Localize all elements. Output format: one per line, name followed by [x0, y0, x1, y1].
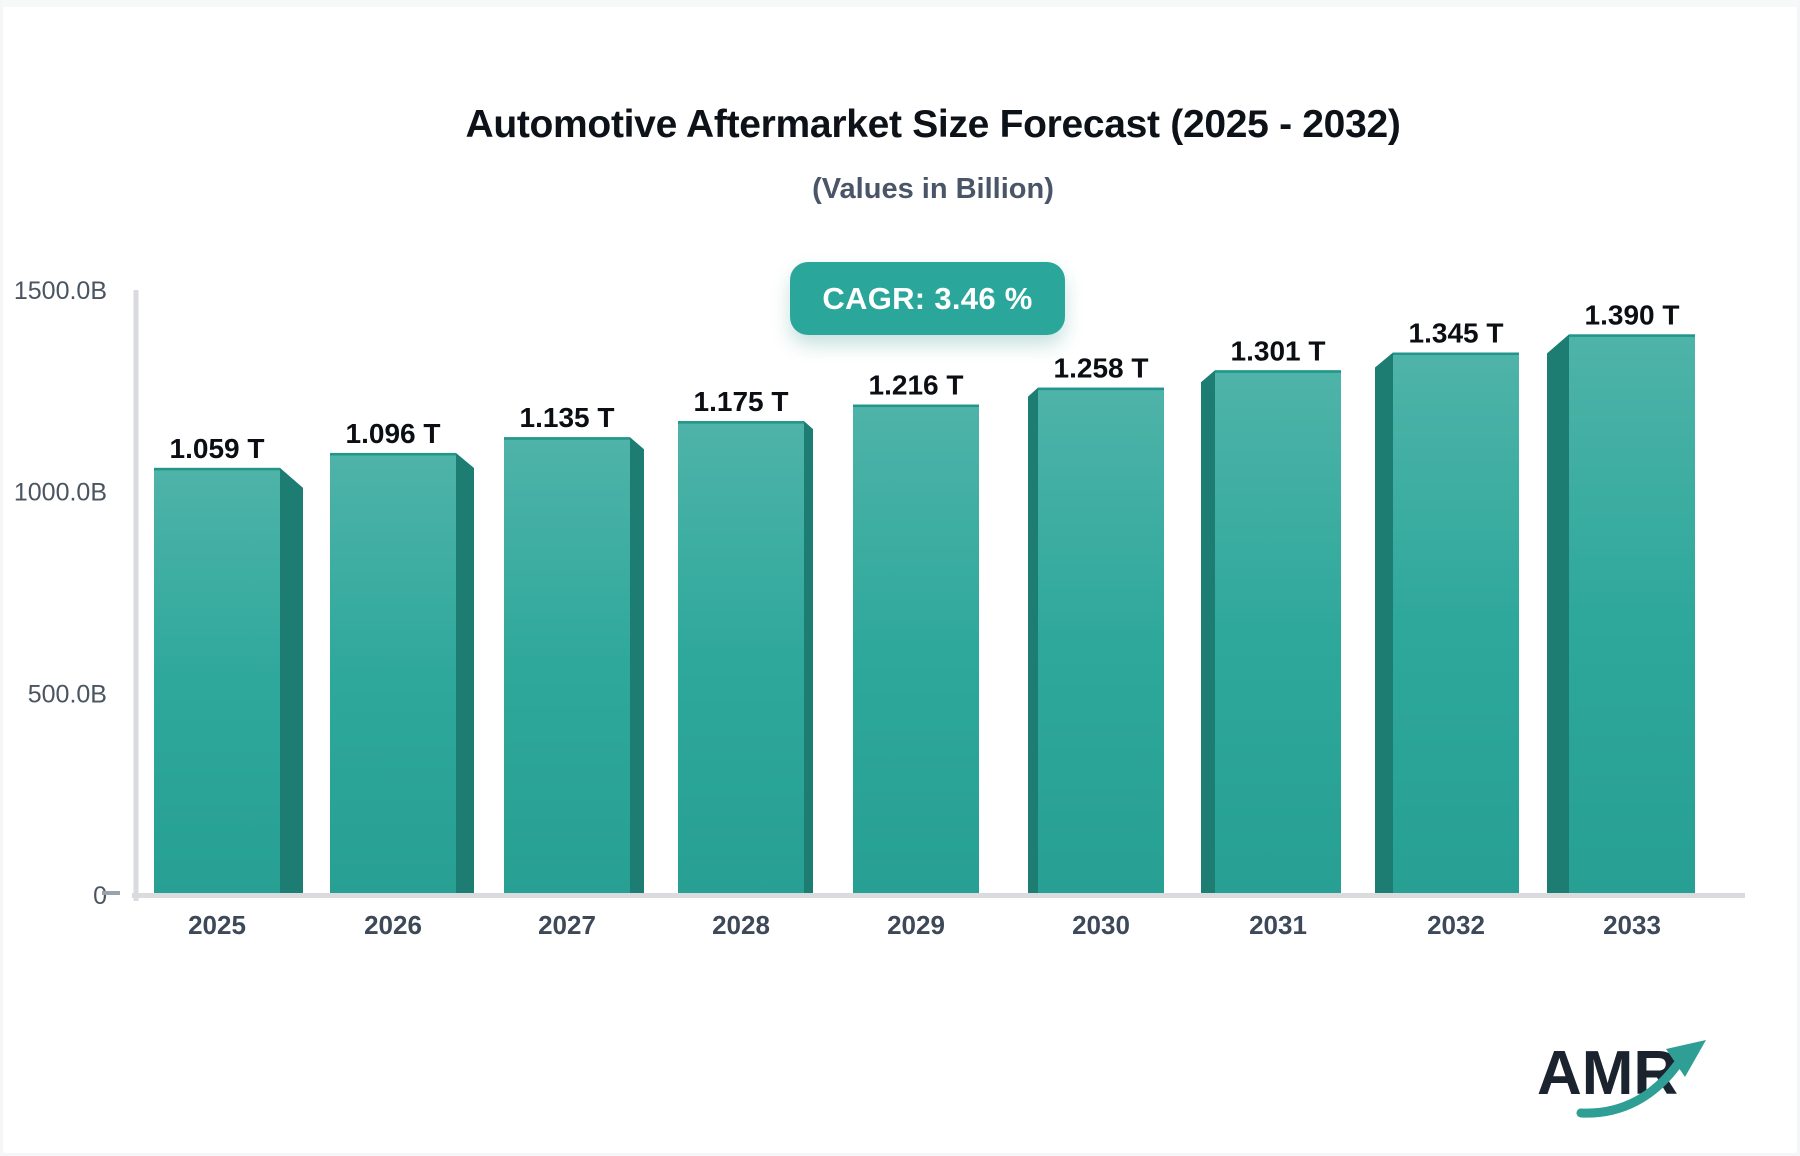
- x-tick-label-2033: 2033: [1603, 910, 1661, 940]
- bar-2032-side-face: [1375, 352, 1393, 895]
- amr-logo: AMR: [1537, 1039, 1706, 1118]
- bar-value-label-2025: 1.059 T: [170, 433, 265, 464]
- bar-2028-top-edge: [678, 421, 804, 424]
- cagr-badge: CAGR: 3.46 %: [790, 262, 1065, 335]
- bar-value-label-2026: 1.096 T: [346, 418, 441, 449]
- bar-2027-top-edge: [504, 437, 630, 440]
- bar-2028: [678, 421, 804, 896]
- bar-2031-top-edge: [1215, 370, 1341, 373]
- y-axis-line: [133, 290, 139, 901]
- bar-2030-top-edge: [1038, 387, 1164, 391]
- cagr-badge-label: CAGR: 3.46 %: [822, 280, 1033, 316]
- x-tick-label-2027: 2027: [538, 910, 596, 940]
- chart-title: Automotive Aftermarket Size Forecast (20…: [465, 103, 1401, 146]
- y-tick-label-1500: 1500.0B: [14, 277, 107, 305]
- bar-value-label-2033: 1.390 T: [1585, 299, 1680, 330]
- bar-2032: [1393, 352, 1519, 896]
- bar-2030: [1038, 387, 1164, 896]
- bar-value-label-2032: 1.345 T: [1409, 318, 1504, 349]
- y-tick-label-0: 0: [93, 882, 107, 910]
- y-tick-label-500: 500.0B: [28, 680, 107, 708]
- bar-2033-side-face: [1547, 334, 1569, 895]
- x-tick-label-2030: 2030: [1072, 910, 1130, 940]
- bar-2029: [853, 404, 979, 896]
- bar-2025: [154, 467, 280, 896]
- x-axis-line: [132, 893, 1745, 898]
- bar-2033-top-edge: [1569, 334, 1695, 337]
- bar-value-label-2030: 1.258 T: [1054, 353, 1149, 384]
- chart-subtitle: (Values in Billion): [812, 173, 1054, 205]
- x-tick-label-2031: 2031: [1249, 910, 1307, 940]
- bar-2030-side-face: [1028, 387, 1038, 895]
- bar-2032-top-edge: [1393, 352, 1519, 356]
- bar-2031: [1215, 370, 1341, 897]
- bar-2026-side-face: [456, 452, 474, 895]
- amr-logo-text: AMR: [1537, 1039, 1678, 1108]
- bar-value-label-2027: 1.135 T: [520, 402, 615, 433]
- bar-2026-top-edge: [330, 452, 456, 456]
- y-tick-label-1000: 1000.0B: [14, 479, 107, 507]
- x-tick-label-2032: 2032: [1427, 910, 1485, 940]
- bar-2031-side-face: [1201, 370, 1215, 896]
- bar-2027-side-face: [630, 437, 644, 895]
- bar-2027: [504, 437, 630, 896]
- bar-2028-side-face: [804, 421, 813, 895]
- bar-value-label-2031: 1.301 T: [1231, 335, 1326, 366]
- x-tick-label-2028: 2028: [712, 910, 770, 940]
- x-tick-label-2026: 2026: [364, 910, 422, 940]
- bar-2033: [1569, 334, 1695, 896]
- bar-2025-top-edge: [154, 467, 280, 471]
- x-tick-label-2029: 2029: [887, 910, 945, 940]
- y-zero-tick-mark: [102, 891, 120, 895]
- bar-chart: 1500.0B 1000.0B 500.0B 0 1.059 T 2025 1.096 T 2…: [14, 277, 1745, 940]
- x-tick-label-2025: 2025: [188, 910, 246, 940]
- bar-2029-top-edge: [853, 404, 979, 408]
- trend-up-arrow-icon: [1576, 1040, 1706, 1118]
- bar-2026: [330, 452, 456, 896]
- bar-value-label-2028: 1.175 T: [694, 386, 789, 417]
- bar-2025-side-face: [280, 467, 303, 895]
- bar-value-label-2029: 1.216 T: [869, 370, 964, 401]
